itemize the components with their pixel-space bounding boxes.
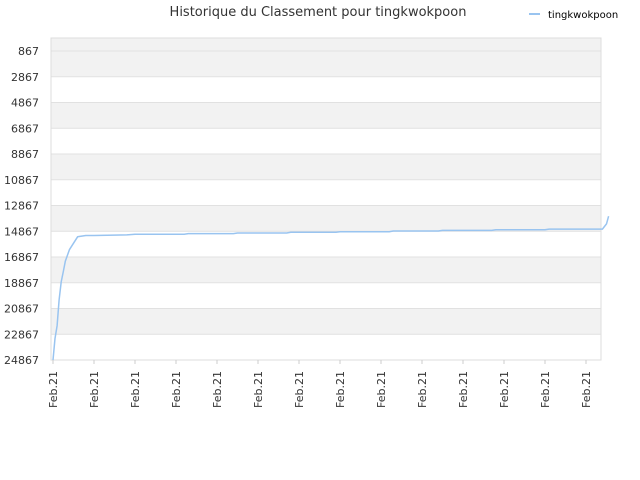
- x-tick-label: Feb.21: [211, 371, 224, 408]
- plot-band: [51, 38, 601, 77]
- y-tick-label: 16867: [4, 251, 39, 264]
- x-tick-label: Feb.21: [88, 371, 101, 408]
- x-tick-label: Feb.21: [170, 371, 183, 408]
- x-tick-label: Feb.21: [498, 371, 511, 408]
- plot-band: [51, 308, 601, 335]
- series-layer: [52, 216, 610, 361]
- x-tick-label: Feb.21: [334, 371, 347, 408]
- y-tick-label: 12867: [4, 200, 39, 213]
- x-tick-label: Feb.21: [416, 371, 429, 408]
- x-tick-label: Feb.21: [539, 371, 552, 408]
- y-tick-label: 18867: [4, 277, 39, 290]
- y-tick-label: 6867: [11, 122, 39, 135]
- series-line-tingkwokpoon: [52, 216, 610, 361]
- x-axis: Feb.21 Feb.21 Feb.21 Feb.21 Feb.21 Feb.21 Feb.…: [47, 360, 593, 408]
- x-tick-label: Feb.21: [457, 371, 470, 408]
- y-tick-label: 10867: [4, 174, 39, 187]
- legend-label: tingkwokpoon: [548, 10, 618, 21]
- y-tick-label: 867: [18, 45, 39, 58]
- y-tick-label: 22867: [4, 328, 39, 341]
- x-tick-label: Feb.21: [252, 371, 265, 408]
- plot-band: [51, 205, 601, 232]
- plot-band: [51, 257, 601, 283]
- legend: tingkwokpoon: [529, 10, 618, 21]
- plot-band: [51, 154, 601, 180]
- plot-band: [51, 334, 601, 360]
- plot-bands: [51, 38, 601, 360]
- x-tick-label: Feb.21: [47, 371, 60, 408]
- y-tick-label: 2867: [11, 71, 39, 84]
- y-axis: 867 2867 4867 6867 8867 10867 12867 14867 16867 1…: [4, 45, 39, 367]
- x-tick-label: Feb.21: [580, 371, 593, 408]
- x-tick-label: Feb.21: [293, 371, 306, 408]
- y-tick-label: 4867: [11, 97, 39, 110]
- chart-title: Historique du Classement pour tingkwokpo…: [170, 5, 467, 20]
- plot-band: [51, 102, 601, 129]
- plot-band: [51, 231, 601, 257]
- plot-band: [51, 179, 601, 206]
- y-tick-label: 14867: [4, 225, 39, 238]
- plot-band: [51, 282, 601, 309]
- x-tick-label: Feb.21: [129, 371, 142, 408]
- y-tick-label: 24867: [4, 354, 39, 367]
- y-tick-label: 20867: [4, 303, 39, 316]
- plot-band: [51, 128, 601, 154]
- plot-band: [51, 76, 601, 103]
- plot-frame: [50, 37, 602, 361]
- x-tick-label: Feb.21: [375, 371, 388, 408]
- y-tick-label: 8867: [11, 148, 39, 161]
